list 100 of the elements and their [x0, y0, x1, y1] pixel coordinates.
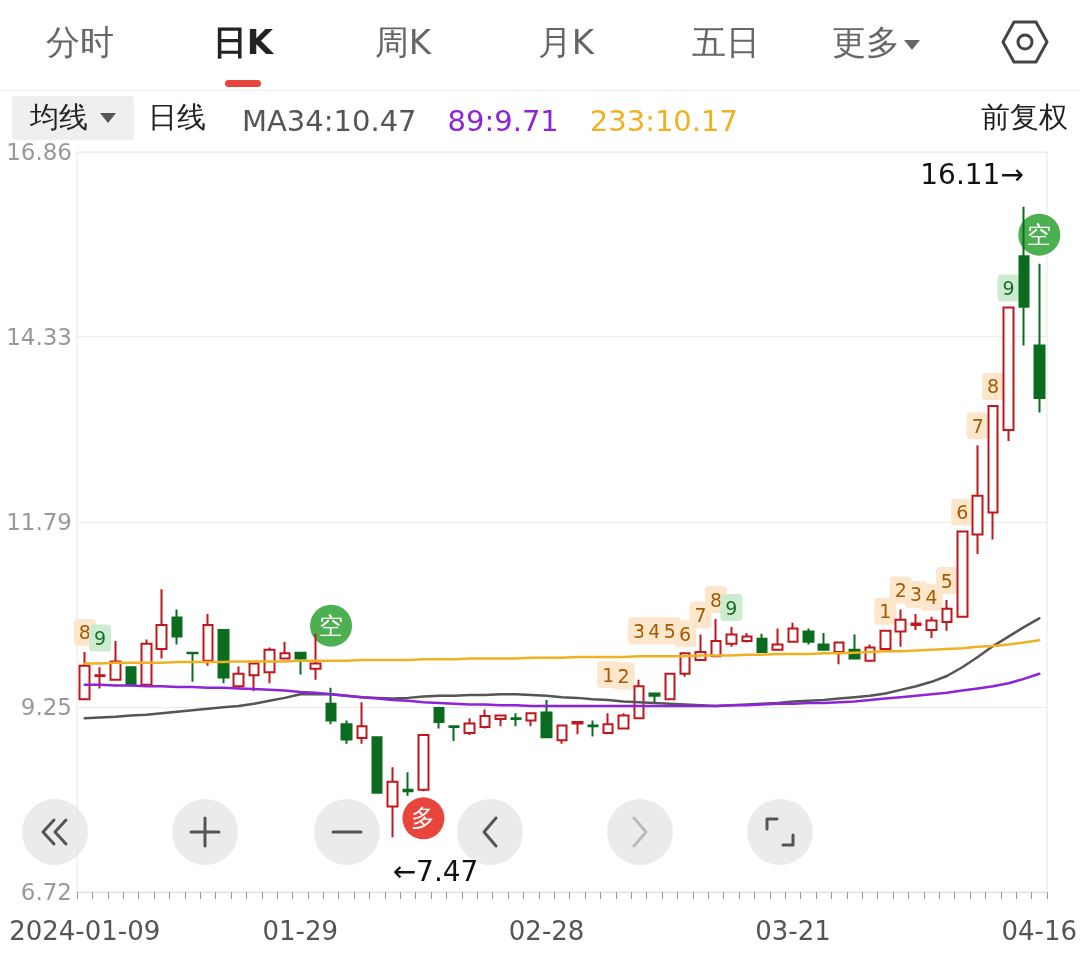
y-tick-label: 14.33	[6, 323, 72, 350]
annotation: 5	[663, 619, 676, 642]
candlestick	[94, 666, 106, 690]
candlestick	[510, 712, 522, 728]
x-tick-label: 2024-01-09	[9, 916, 161, 946]
annotation: 9	[1002, 276, 1015, 299]
text: 更多	[832, 22, 900, 62]
text: 周K	[374, 22, 432, 62]
candlestick	[879, 629, 892, 650]
x-tick-label: 04-16	[1001, 916, 1078, 946]
candlestick	[78, 650, 91, 701]
annotation: 9	[725, 596, 738, 619]
candlestick	[356, 701, 368, 745]
candlestick	[602, 712, 614, 736]
candlestick	[925, 615, 938, 640]
candlestick	[494, 714, 507, 728]
annotation: 5	[940, 569, 953, 592]
candlestick	[1002, 306, 1015, 442]
annotation: 4	[925, 586, 938, 609]
text: MA34:10.47	[242, 103, 417, 138]
candlestick	[109, 639, 122, 681]
candlestick	[617, 712, 630, 730]
candlestick	[664, 672, 676, 701]
candlestick	[1033, 262, 1046, 414]
annotation: 4	[648, 619, 661, 642]
candlestick	[648, 692, 661, 705]
annotation: 16.11→	[920, 158, 1024, 192]
candlestick	[125, 666, 137, 686]
x-tick-label: 03-21	[755, 916, 831, 946]
candlestick	[833, 641, 845, 666]
annotation: 7	[971, 414, 984, 437]
candlestick	[725, 626, 738, 648]
annotation: 空	[319, 611, 344, 640]
annotation: 7	[694, 603, 707, 626]
text: 前复权	[981, 99, 1068, 134]
candlestick	[479, 708, 491, 730]
candlestick	[540, 699, 553, 739]
candlestick	[987, 404, 999, 541]
y-tick-label: 9.25	[20, 694, 72, 721]
annotation: 9	[94, 627, 107, 650]
candlestick	[787, 621, 799, 643]
text: 分时	[46, 22, 114, 62]
candlestick	[956, 530, 969, 618]
candlestick	[971, 444, 984, 556]
y-tick-label: 16.86	[6, 139, 72, 165]
x-tick-label: 02-28	[508, 916, 585, 946]
annotation: ←7.47	[392, 854, 479, 888]
candlestick	[386, 766, 399, 839]
candlestick	[1018, 205, 1030, 347]
annotation: 空	[1027, 220, 1052, 249]
candlestick	[771, 627, 784, 651]
candlestick	[756, 632, 768, 653]
candlestick	[140, 638, 153, 686]
candlestick	[448, 725, 460, 742]
candlestick	[202, 612, 214, 667]
text: 五日	[692, 22, 760, 62]
y-tick-label: 6.72	[20, 879, 72, 905]
y-tick-label: 11.79	[6, 509, 72, 535]
candlestick	[309, 632, 322, 681]
annotation: 8	[987, 375, 1000, 398]
candlestick	[802, 627, 815, 646]
candlestick	[817, 631, 830, 651]
candlestick	[248, 662, 260, 693]
annotation: 8	[709, 588, 723, 611]
annotation: 6	[956, 500, 969, 523]
candlestick	[587, 719, 599, 738]
candlestick	[894, 608, 907, 648]
candlestick	[402, 771, 414, 797]
annotation: 2	[617, 665, 630, 688]
candlestick	[556, 724, 568, 745]
candlestick	[741, 631, 753, 644]
x-tick-label: 01-29	[262, 916, 339, 946]
candlestick	[155, 588, 168, 660]
candlestick	[433, 705, 445, 730]
text: 233:10.17	[589, 103, 738, 138]
candlestick	[463, 717, 476, 737]
annotation: 2	[894, 579, 907, 602]
candlestick	[186, 651, 199, 683]
text: 日K	[212, 22, 274, 62]
legend-title: 日线	[148, 99, 206, 134]
candlestick	[941, 599, 953, 632]
candlestick	[279, 640, 291, 660]
candlestick	[371, 736, 383, 794]
text: 89:9.71	[447, 103, 559, 138]
candlestick	[340, 719, 353, 745]
annotation: 3	[632, 619, 646, 642]
text: 均线	[30, 99, 88, 136]
candlestick	[171, 608, 183, 646]
annotation: 1	[879, 600, 892, 623]
annotation: 1	[602, 663, 615, 686]
candlestick	[294, 650, 307, 676]
candlestick	[217, 629, 230, 685]
annotation: 8	[78, 621, 91, 644]
annotation: 6	[679, 622, 692, 645]
candlestick	[910, 612, 922, 632]
candlestick	[525, 712, 537, 728]
candlestick	[325, 686, 337, 726]
text: 月K	[537, 22, 595, 62]
annotation: 多	[411, 804, 436, 833]
annotation: 3	[910, 583, 923, 606]
